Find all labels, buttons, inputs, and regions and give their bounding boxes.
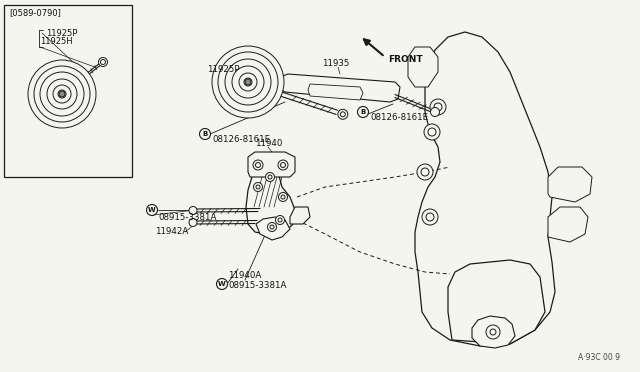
Circle shape [232, 66, 264, 98]
Circle shape [47, 79, 77, 109]
Text: 11925H: 11925H [40, 36, 72, 45]
Polygon shape [246, 164, 295, 235]
Circle shape [200, 128, 211, 140]
Circle shape [216, 279, 227, 289]
Circle shape [338, 109, 348, 119]
Circle shape [40, 72, 84, 116]
Text: B: B [360, 109, 365, 115]
Text: 08126-8161E: 08126-8161E [212, 135, 270, 144]
Circle shape [430, 99, 446, 115]
Circle shape [266, 173, 275, 182]
Circle shape [278, 160, 288, 170]
Circle shape [490, 329, 496, 335]
Text: W: W [148, 207, 156, 213]
Polygon shape [415, 32, 555, 346]
Circle shape [147, 205, 157, 215]
Circle shape [53, 85, 71, 103]
Circle shape [422, 209, 438, 225]
Circle shape [268, 175, 272, 179]
Polygon shape [290, 207, 310, 224]
Circle shape [426, 213, 434, 221]
Circle shape [100, 60, 106, 64]
Circle shape [245, 79, 251, 85]
Circle shape [431, 108, 440, 116]
Text: 11925P: 11925P [207, 65, 239, 74]
Polygon shape [548, 167, 592, 202]
Circle shape [424, 124, 440, 140]
Polygon shape [308, 84, 363, 100]
Circle shape [281, 195, 285, 199]
Text: 08915-3381A: 08915-3381A [158, 214, 216, 222]
Text: FRONT: FRONT [388, 55, 422, 64]
Polygon shape [256, 217, 290, 240]
Circle shape [212, 46, 284, 118]
Polygon shape [408, 47, 438, 87]
Circle shape [275, 215, 285, 224]
Circle shape [189, 206, 197, 215]
Text: 11940A: 11940A [228, 272, 261, 280]
Circle shape [59, 91, 65, 97]
Text: 08126-8161E: 08126-8161E [370, 113, 428, 122]
Circle shape [340, 112, 346, 117]
Circle shape [270, 225, 274, 229]
Polygon shape [280, 74, 400, 102]
Circle shape [417, 164, 433, 180]
Text: 11935: 11935 [322, 60, 349, 68]
Text: 11942A: 11942A [155, 228, 188, 237]
Circle shape [280, 163, 285, 167]
Polygon shape [472, 316, 515, 348]
Circle shape [434, 103, 442, 111]
Circle shape [218, 52, 278, 112]
Circle shape [421, 168, 429, 176]
Circle shape [428, 128, 436, 136]
Circle shape [268, 222, 276, 231]
Circle shape [99, 58, 108, 67]
Polygon shape [548, 207, 588, 242]
Circle shape [256, 185, 260, 189]
Circle shape [244, 78, 252, 86]
Circle shape [486, 325, 500, 339]
Text: [0589-0790]: [0589-0790] [9, 9, 61, 17]
Circle shape [28, 60, 96, 128]
Circle shape [225, 59, 271, 105]
Polygon shape [448, 260, 545, 344]
Circle shape [255, 163, 260, 167]
Circle shape [34, 66, 90, 122]
Text: 08915-3381A: 08915-3381A [228, 282, 286, 291]
Text: W: W [218, 281, 226, 287]
Circle shape [239, 73, 257, 91]
Circle shape [58, 90, 66, 98]
Circle shape [278, 192, 287, 202]
Text: 11925P: 11925P [46, 29, 77, 38]
Circle shape [278, 218, 282, 222]
Polygon shape [248, 152, 295, 177]
Circle shape [253, 160, 263, 170]
Circle shape [253, 183, 262, 192]
Bar [4, 5, 132, 177]
Circle shape [189, 218, 197, 227]
Text: 11940: 11940 [255, 140, 282, 148]
Text: A·93C 00 9: A·93C 00 9 [578, 353, 620, 362]
Circle shape [358, 106, 369, 118]
Text: B: B [202, 131, 207, 137]
